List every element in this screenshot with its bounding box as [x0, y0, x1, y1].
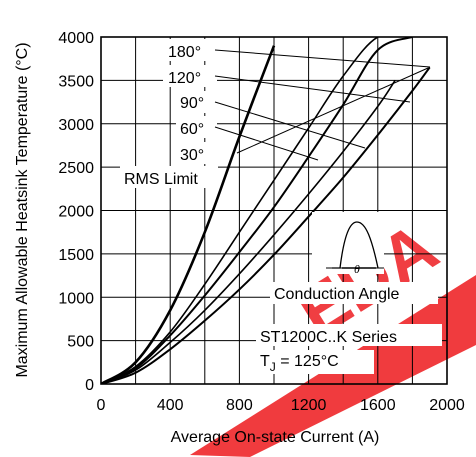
x-tick-label: 1200: [291, 397, 327, 414]
y-tick-label: 4000: [58, 30, 94, 47]
y-tick-label: 500: [67, 334, 94, 351]
x-tick-label: 2000: [429, 397, 465, 414]
y-tick-label: 1500: [58, 247, 94, 264]
x-tick-label: 0: [97, 397, 106, 414]
half-sine-waveform: [332, 221, 379, 269]
plot-frame: [100, 36, 448, 385]
label-30: 30°: [176, 142, 217, 164]
x-tick-label: 400: [157, 397, 184, 414]
leader-30: [236, 67, 429, 154]
label-120: 120°: [163, 65, 217, 87]
conduction-angle-inset: θ Conduction Angle: [270, 212, 438, 304]
series-line-120deg: [101, 37, 413, 384]
y-tick-label: 1000: [58, 290, 94, 307]
axes: [100, 36, 448, 385]
leader-120: [214, 75, 411, 103]
x-tick-label: 1600: [360, 397, 396, 414]
y-tick-label: 0: [85, 377, 94, 394]
y-tick-label: 2500: [58, 160, 94, 177]
leader-60: [214, 126, 319, 161]
label-180-text: 180°: [168, 44, 201, 61]
label-60-text: 60°: [180, 121, 204, 138]
label-90: 90°: [176, 91, 217, 113]
x-axis-title: Average On-state Current (A): [171, 429, 380, 446]
series-line-60deg: [101, 79, 396, 384]
tick-labels: 0 400 800 1200 1600 2000 0 500 1000 1500 2000 2500 3…: [58, 30, 464, 414]
tj-symbol: T: [260, 353, 270, 370]
leader-90: [214, 101, 366, 149]
junction-temp-label: TJ = 125°C: [260, 353, 339, 374]
label-rms-limit: RMS Limit: [120, 166, 218, 188]
series-line-180deg: [101, 45, 276, 384]
theta-symbol: θ: [354, 262, 360, 276]
leader-180: [214, 49, 431, 68]
x-tick-label: 800: [226, 397, 253, 414]
tj-subscript: J: [270, 360, 276, 374]
conduction-angle-label: Conduction Angle: [274, 286, 400, 303]
label-rms-limit-text: RMS Limit: [124, 171, 198, 188]
series-group: [101, 37, 431, 384]
y-axis-title: Maximum Allowable Heatsink Temperature (…: [14, 42, 31, 377]
label-60: 60°: [176, 116, 217, 138]
y-tick-label: 2000: [58, 204, 94, 221]
y-tick-label: 3000: [58, 117, 94, 134]
tj-value: = 125°C: [276, 353, 339, 370]
y-tick-label: 3500: [58, 73, 94, 90]
leader-lines: [214, 49, 431, 161]
series-line-30deg: [101, 66, 431, 384]
device-annotation: ST1200C..K Series TJ = 125°C: [256, 324, 442, 374]
label-30-text: 30°: [180, 147, 204, 164]
label-120-text: 120°: [168, 70, 201, 87]
series-line-90deg: [101, 37, 413, 384]
label-180: 180°: [163, 39, 217, 61]
series-label: ST1200C..K Series: [260, 329, 397, 346]
label-90-text: 90°: [180, 95, 204, 112]
